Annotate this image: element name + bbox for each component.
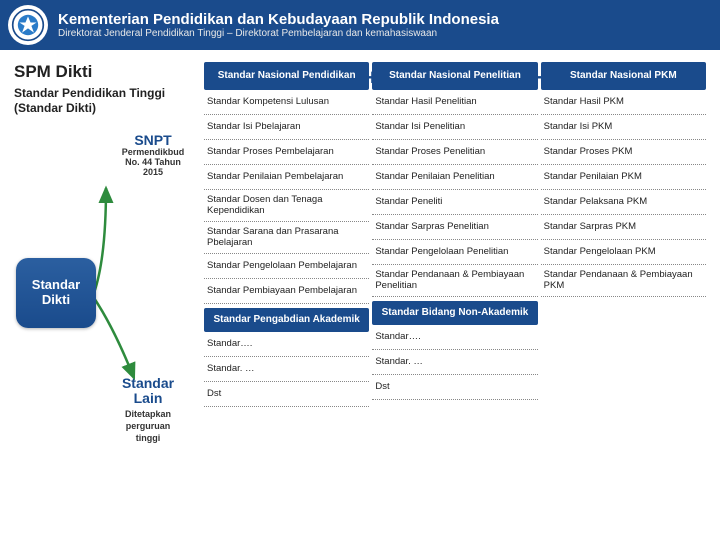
list-item: Standar Isi PKM <box>541 117 706 140</box>
standar-dikti-box: Standar Dikti <box>16 258 96 328</box>
header: Kementerian Pendidikan dan Kebudayaan Re… <box>0 0 720 50</box>
list-item: Standar Penilaian Penelitian <box>372 167 537 190</box>
list-item: Standar Pembiayaan Pembelajaran <box>204 281 369 304</box>
list-item: Standar Pendanaan & Pembiayaan PKM <box>541 267 706 297</box>
plus-icon: + <box>536 65 549 91</box>
list-item: Standar…. <box>372 327 537 350</box>
list-item: Standar Isi Penelitian <box>372 117 537 140</box>
column-header: Standar Nasional Penelitian <box>372 62 537 90</box>
header-title: Kementerian Pendidikan dan Kebudayaan Re… <box>58 11 499 28</box>
list-item: Standar Peneliti <box>372 192 537 215</box>
list-item: Standar Proses Penelitian <box>372 142 537 165</box>
list-item: Standar Pendanaan & Pembiayaan Penelitia… <box>372 267 537 297</box>
snpt-label: SNPT Permendikbud No. 44 Tahun 2015 <box>108 132 198 178</box>
list-item: Dst <box>372 377 537 400</box>
list-item: Standar Pengelolaan Penelitian <box>372 242 537 265</box>
list-item: Standar Hasil Penelitian <box>372 92 537 115</box>
page-title: SPM Dikti <box>14 62 198 82</box>
header-subtitle: Direktorat Jenderal Pendidikan Tinggi – … <box>58 28 499 40</box>
list-item: Standar Pelaksana PKM <box>541 192 706 215</box>
column-header: Standar Nasional PKM <box>541 62 706 90</box>
list-item: Standar. … <box>372 352 537 375</box>
column-subheader: Standar Pengabdian Akademik <box>204 308 369 332</box>
list-item: Standar Penilaian Pembelajaran <box>204 167 369 190</box>
list-item: Standar Pengelolaan Pembelajaran <box>204 256 369 279</box>
column-subheader: Standar Bidang Non-Akademik <box>372 301 537 325</box>
list-item: Standar Isi Pbelajaran <box>204 117 369 140</box>
ministry-logo <box>8 5 48 45</box>
page-subtitle: Standar Pendidikan Tinggi (Standar Dikti… <box>14 86 198 116</box>
list-item: Standar…. <box>204 334 369 357</box>
left-panel: SPM Dikti Standar Pendidikan Tinggi (Sta… <box>14 62 198 498</box>
list-item: Standar. … <box>204 359 369 382</box>
list-item: Standar Sarpras PKM <box>541 217 706 240</box>
list-item: Standar Hasil PKM <box>541 92 706 115</box>
list-item: Standar Sarana dan Prasarana Pbelajaran <box>204 224 369 254</box>
column-2: Standar Nasional PKMStandar Hasil PKMSta… <box>541 62 706 407</box>
list-item: Standar Proses PKM <box>541 142 706 165</box>
list-item: Dst <box>204 384 369 407</box>
column-header: Standar Nasional Pendidikan <box>204 62 369 90</box>
list-item: Standar Kompetensi Lulusan <box>204 92 369 115</box>
list-item: Standar Proses Pembelajaran <box>204 142 369 165</box>
column-1: Standar Nasional PenelitianStandar Hasil… <box>372 62 537 407</box>
column-0: Standar Nasional PendidikanStandar Kompe… <box>204 62 369 407</box>
list-item: Standar Penilaian PKM <box>541 167 706 190</box>
list-item: Standar Pengelolaan PKM <box>541 242 706 265</box>
plus-icon: + <box>366 65 379 91</box>
list-item: Standar Dosen dan Tenaga Kependidikan <box>204 192 369 222</box>
standar-lain-label: Standar Lain Ditetapkan perguruan tinggi <box>100 376 196 444</box>
list-item: Standar Sarpras Penelitian <box>372 217 537 240</box>
columns-panel: + + Standar Nasional PendidikanStandar K… <box>204 62 706 498</box>
